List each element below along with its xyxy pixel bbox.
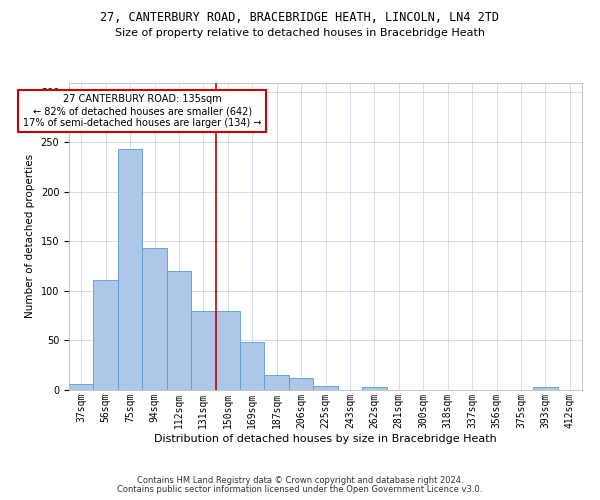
Text: 27, CANTERBURY ROAD, BRACEBRIDGE HEATH, LINCOLN, LN4 2TD: 27, CANTERBURY ROAD, BRACEBRIDGE HEATH, … — [101, 11, 499, 24]
Bar — [215, 310, 240, 390]
Bar — [533, 387, 557, 390]
Text: Contains HM Land Registry data © Crown copyright and database right 2024.: Contains HM Land Registry data © Crown c… — [137, 476, 463, 485]
Bar — [289, 378, 313, 390]
Bar — [240, 342, 265, 390]
Bar — [362, 387, 386, 390]
Bar — [167, 271, 191, 390]
Y-axis label: Number of detached properties: Number of detached properties — [25, 154, 35, 318]
Text: Contains public sector information licensed under the Open Government Licence v3: Contains public sector information licen… — [118, 484, 482, 494]
Bar — [265, 375, 289, 390]
Bar — [313, 386, 338, 390]
Text: 27 CANTERBURY ROAD: 135sqm
← 82% of detached houses are smaller (642)
17% of sem: 27 CANTERBURY ROAD: 135sqm ← 82% of deta… — [23, 94, 262, 128]
X-axis label: Distribution of detached houses by size in Bracebridge Heath: Distribution of detached houses by size … — [154, 434, 497, 444]
Bar — [142, 248, 167, 390]
Bar — [191, 310, 215, 390]
Bar — [69, 384, 94, 390]
Bar — [118, 149, 142, 390]
Text: Size of property relative to detached houses in Bracebridge Heath: Size of property relative to detached ho… — [115, 28, 485, 38]
Bar — [94, 280, 118, 390]
